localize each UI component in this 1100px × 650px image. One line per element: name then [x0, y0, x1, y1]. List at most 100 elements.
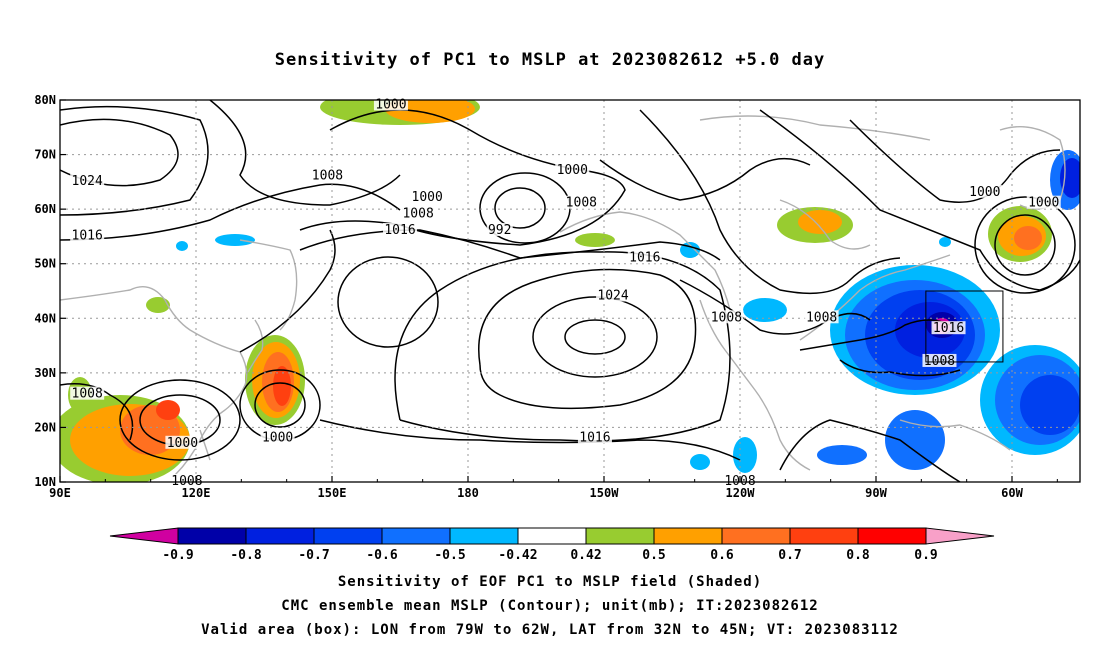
contour-label: 1024: [72, 174, 103, 189]
contour-line: [679, 279, 871, 335]
lon-tick-label: 90E: [49, 486, 71, 500]
contour-line: [599, 157, 811, 201]
contour-label: 1016: [933, 321, 964, 336]
lat-tick-label: 80N: [34, 93, 56, 107]
contour-label-bg: [596, 288, 631, 302]
contour-label-bg: [410, 190, 445, 204]
contour-label-bg: [310, 168, 345, 182]
contour-label: 1000: [557, 163, 588, 178]
lat-tick-label: 40N: [34, 311, 56, 325]
contour-line: [639, 109, 901, 295]
contour-label: 1000: [1028, 196, 1059, 211]
coast-caribbean: [899, 419, 1011, 451]
contour-line: [239, 229, 336, 353]
contour-line: [60, 118, 179, 187]
lon-tick-label: 120E: [182, 486, 211, 500]
colorbar-swatch: [857, 527, 927, 545]
colorbar-label: 0.8: [846, 548, 870, 563]
colorbar-label: 0.5: [642, 548, 665, 563]
contour-line: [779, 419, 961, 482]
colorbar-label: -0.5: [434, 548, 465, 563]
colorbar-label: 0.42: [570, 548, 601, 563]
shade-patch: [690, 454, 710, 470]
colorbar-swatch: [313, 527, 383, 545]
contour-label-bg: [260, 430, 295, 444]
lon-tick-label: 150W: [590, 486, 620, 500]
contour-label: 992: [488, 223, 511, 238]
contour-label: 1008: [402, 207, 433, 222]
contour-label-bg: [967, 184, 1002, 198]
contour-line: [254, 382, 306, 428]
caption-line-3: Valid area (box): LON from 79W to 62W, L…: [201, 622, 899, 638]
colorbar-low-triangle: [109, 527, 179, 545]
contour-line: [394, 251, 731, 442]
contour-line: [759, 109, 1080, 291]
contour-label-bg: [627, 250, 662, 264]
contour-line: [799, 319, 951, 351]
contour-label-bg: [564, 195, 599, 209]
shade-patch: [575, 233, 615, 247]
contour-line: [839, 359, 961, 377]
contour-label: 1016: [629, 250, 660, 265]
contour-label-bg: [70, 386, 105, 400]
caption-line-2: CMC ensemble mean MSLP (Contour); unit(m…: [281, 598, 819, 614]
contour-line: [532, 296, 658, 378]
lat-tick-label: 20N: [34, 420, 56, 434]
contour-label: 1016: [384, 223, 415, 238]
coast-arctic: [699, 115, 931, 141]
colorbar-swatch: [789, 527, 859, 545]
coast-kamchatka: [239, 239, 298, 331]
contour-label-bg: [922, 353, 957, 367]
lat-lon-grid: [60, 100, 1080, 482]
contour-line: [478, 268, 697, 410]
contour-label: 1000: [167, 436, 198, 451]
contour-label: 1024: [597, 288, 628, 303]
coast-na-west: [699, 299, 811, 471]
shade-patch: [817, 445, 867, 465]
contour-label: 1000: [262, 430, 293, 445]
contour-label-bg: [931, 321, 966, 335]
lat-tick-label: 30N: [34, 366, 56, 380]
valid-area-box: [925, 290, 1004, 363]
contour-line: [60, 183, 401, 241]
lon-tick-label: 60W: [1001, 486, 1023, 500]
colorbar-label: -0.42: [498, 548, 537, 563]
contour-label-bg: [1026, 195, 1061, 209]
colorbar-swatch: [449, 527, 519, 545]
coastlines: [60, 115, 1066, 476]
shade-patch: [1014, 226, 1042, 250]
contour-label-bg: [70, 173, 105, 187]
contour-line: [209, 100, 401, 206]
shade-patch: [1020, 375, 1080, 435]
contour-label: 1000: [412, 190, 443, 205]
contour-label-bg: [709, 310, 744, 324]
lon-tick-label: 120W: [726, 486, 756, 500]
lon-tick-label: 180: [457, 486, 479, 500]
shade-patch: [273, 366, 291, 406]
contour-label: 1008: [806, 310, 837, 325]
contour-label: 1008: [566, 196, 597, 211]
colorbar-swatch: [653, 527, 723, 545]
contour-label-bg: [577, 430, 612, 444]
contour-label-bg: [70, 228, 105, 242]
colorbar-high-triangle: [925, 527, 995, 545]
contour-label-bg: [804, 310, 839, 324]
shade-patch: [939, 237, 951, 247]
contour-label: 1016: [72, 228, 103, 243]
colorbar-label: -0.7: [298, 548, 329, 563]
contour-label-bg: [373, 97, 408, 111]
colorbar-swatch: [517, 527, 587, 545]
sensitivity-shading: [60, 100, 1080, 482]
colorbar-label: 0.7: [778, 548, 801, 563]
contour-label-bg: [383, 222, 417, 236]
contour-line: [119, 379, 241, 461]
contour-line: [337, 256, 439, 348]
shade-patch: [176, 241, 188, 251]
contour-label: 1008: [72, 387, 103, 402]
shade-patch: [156, 400, 180, 420]
colorbar-swatch: [245, 527, 315, 545]
mslp-contours: [60, 100, 1080, 482]
lat-tick-label: 70N: [34, 148, 56, 162]
